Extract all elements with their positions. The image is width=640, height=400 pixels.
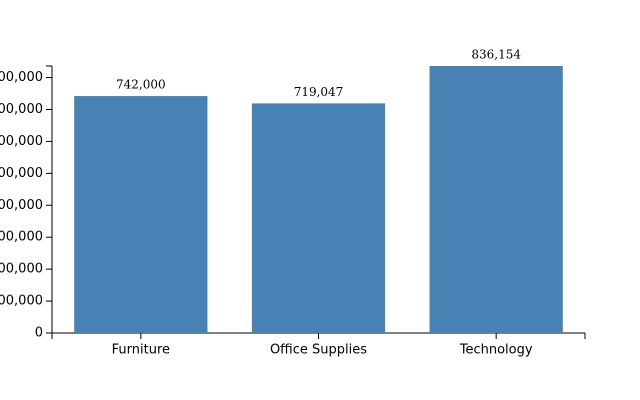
y-tick-label: 300,000 [0,230,43,245]
y-tick-label: 800,000 [0,70,43,85]
x-tick-label: Technology [459,343,533,358]
x-tick-label: Office Supplies [270,343,367,358]
y-tick-label: 200,000 [0,262,43,277]
y-tick-label: 500,000 [0,166,43,181]
x-tick-label: Furniture [112,343,170,358]
bar [251,103,386,334]
bar [74,96,208,333]
value-label: 742,000 [116,78,166,92]
y-tick-label: 100,000 [0,294,43,309]
y-tick-label: 400,000 [0,198,43,213]
value-label: 719,047 [294,85,344,99]
y-tick-label: 600,000 [0,134,43,149]
y-tick-label: 700,000 [0,102,43,117]
y-tick-label: 0 [35,326,43,341]
bar [429,66,563,333]
value-label: 836,154 [471,48,521,62]
